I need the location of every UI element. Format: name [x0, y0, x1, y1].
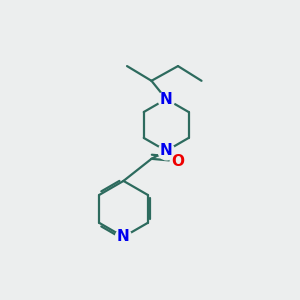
Text: N: N [160, 92, 172, 106]
Text: N: N [160, 143, 172, 158]
Text: N: N [117, 230, 130, 244]
Text: O: O [172, 154, 184, 169]
